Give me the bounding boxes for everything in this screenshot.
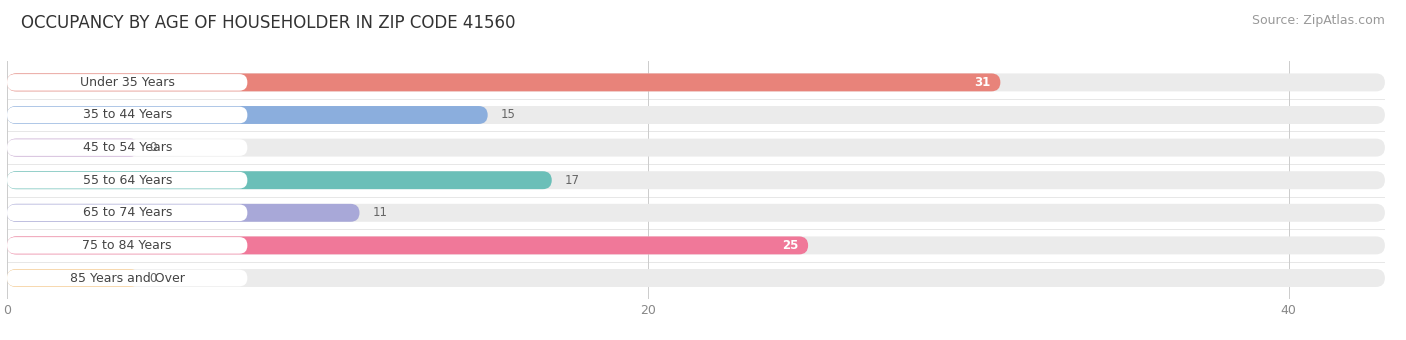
FancyBboxPatch shape bbox=[7, 171, 551, 189]
FancyBboxPatch shape bbox=[7, 204, 1385, 222]
Text: 85 Years and Over: 85 Years and Over bbox=[70, 272, 184, 285]
Text: 0: 0 bbox=[149, 272, 156, 285]
Text: 55 to 64 Years: 55 to 64 Years bbox=[83, 174, 172, 187]
Text: 15: 15 bbox=[501, 108, 516, 121]
FancyBboxPatch shape bbox=[7, 139, 1385, 156]
FancyBboxPatch shape bbox=[7, 107, 247, 123]
Text: Source: ZipAtlas.com: Source: ZipAtlas.com bbox=[1251, 14, 1385, 27]
FancyBboxPatch shape bbox=[7, 269, 1385, 287]
FancyBboxPatch shape bbox=[7, 74, 247, 91]
Text: Under 35 Years: Under 35 Years bbox=[80, 76, 174, 89]
Text: 17: 17 bbox=[565, 174, 579, 187]
Text: 65 to 74 Years: 65 to 74 Years bbox=[83, 206, 172, 219]
FancyBboxPatch shape bbox=[7, 139, 139, 156]
FancyBboxPatch shape bbox=[7, 172, 247, 188]
FancyBboxPatch shape bbox=[7, 106, 488, 124]
Text: 0: 0 bbox=[149, 141, 156, 154]
Text: 11: 11 bbox=[373, 206, 387, 219]
Text: OCCUPANCY BY AGE OF HOUSEHOLDER IN ZIP CODE 41560: OCCUPANCY BY AGE OF HOUSEHOLDER IN ZIP C… bbox=[21, 14, 516, 32]
Text: 31: 31 bbox=[974, 76, 991, 89]
FancyBboxPatch shape bbox=[7, 270, 247, 286]
FancyBboxPatch shape bbox=[7, 269, 139, 287]
FancyBboxPatch shape bbox=[7, 106, 1385, 124]
FancyBboxPatch shape bbox=[7, 73, 1001, 91]
Text: 45 to 54 Years: 45 to 54 Years bbox=[83, 141, 172, 154]
FancyBboxPatch shape bbox=[7, 204, 360, 222]
FancyBboxPatch shape bbox=[7, 73, 1385, 91]
Text: 35 to 44 Years: 35 to 44 Years bbox=[83, 108, 172, 121]
FancyBboxPatch shape bbox=[7, 236, 1385, 254]
Text: 75 to 84 Years: 75 to 84 Years bbox=[83, 239, 172, 252]
FancyBboxPatch shape bbox=[7, 204, 247, 221]
Text: 25: 25 bbox=[782, 239, 799, 252]
FancyBboxPatch shape bbox=[7, 139, 247, 156]
FancyBboxPatch shape bbox=[7, 236, 808, 254]
FancyBboxPatch shape bbox=[7, 171, 1385, 189]
FancyBboxPatch shape bbox=[7, 237, 247, 254]
